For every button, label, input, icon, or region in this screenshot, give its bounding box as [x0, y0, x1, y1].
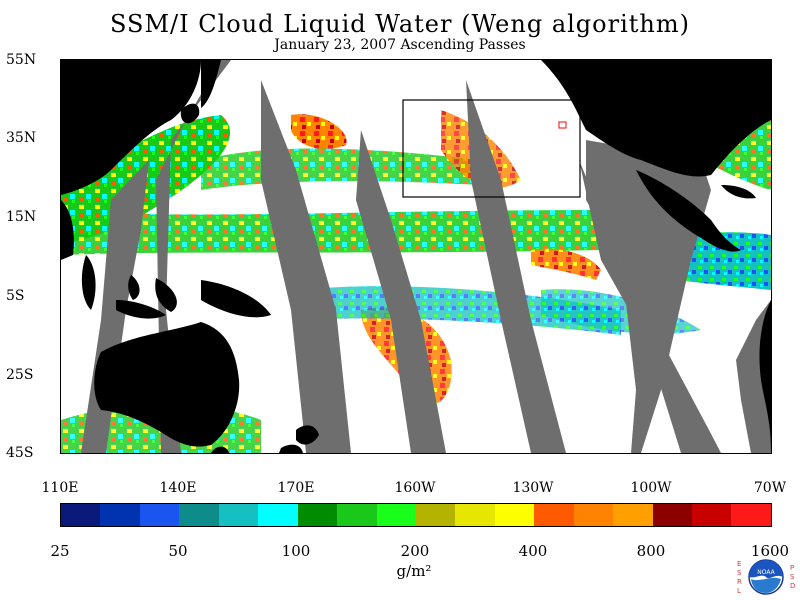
colorbar-tick-label: 200: [400, 542, 430, 560]
land-masses: [61, 60, 771, 453]
lon-label-130w: 130W: [512, 480, 554, 496]
lon-label-70w: 70W: [753, 480, 787, 496]
colorbar-segment: [218, 504, 259, 526]
colorbar-segment: [376, 504, 416, 526]
lon-label-110e: 110E: [41, 480, 79, 496]
colorbar-segment: [652, 504, 692, 526]
colorbar-segment: [613, 504, 653, 526]
map-subtitle: January 23, 2007 Ascending Passes: [274, 37, 526, 53]
colorbar-segment: [297, 504, 338, 526]
colorbar: [60, 503, 772, 527]
lat-label-5s: 5S: [6, 288, 25, 304]
colorbar-tick-label: 400: [518, 542, 548, 560]
colorbar-tick-label: 1600: [750, 542, 790, 560]
lat-label-35n: 35N: [6, 130, 37, 146]
logo-letter-e: E: [737, 560, 741, 568]
lon-label-140e: 140E: [159, 480, 197, 496]
small-marker: [558, 121, 567, 129]
lat-label-55n: 55N: [6, 52, 37, 68]
noaa-logo: E S R L P S D NOAA: [737, 559, 795, 595]
colorbar-segment: [258, 504, 298, 526]
logo-center-text: NOAA: [757, 569, 775, 576]
colorbar-segment: [534, 504, 574, 526]
lon-label-160w: 160W: [394, 480, 436, 496]
logo-letter-l: L: [737, 587, 741, 595]
colorbar-segment: [731, 504, 771, 526]
map-panel: [60, 59, 772, 454]
colorbar-segment: [139, 504, 180, 526]
colorbar-segment: [337, 504, 377, 526]
logo-letter-s2: S: [790, 573, 795, 581]
colorbar-segment: [179, 504, 219, 526]
colorbar-segment: [415, 504, 456, 526]
colorbar-segment: [573, 504, 614, 526]
logo-letter-r: R: [737, 578, 742, 586]
units-label: g/m²: [396, 562, 432, 580]
colorbar-tick-label: 50: [168, 542, 188, 560]
colorbar-segment: [692, 504, 732, 526]
lat-label-15n: 15N: [6, 209, 37, 225]
colorbar-segment: [61, 504, 101, 526]
map-svg: [61, 60, 771, 453]
colorbar-segment: [455, 504, 495, 526]
logo-letter-p: P: [790, 564, 794, 572]
lat-label-45s: 45S: [6, 445, 34, 461]
colorbar-tick-label: 100: [281, 542, 311, 560]
colorbar-tick-label: 800: [636, 542, 666, 560]
logo-letter-s: S: [737, 569, 742, 577]
colorbar-segment: [100, 504, 140, 526]
colorbar-segment: [494, 504, 535, 526]
region-box: [402, 99, 581, 198]
lat-label-25s: 25S: [6, 367, 34, 383]
lon-label-100w: 100W: [630, 480, 672, 496]
colorbar-tick-label: 25: [50, 542, 70, 560]
logo-letter-d: D: [790, 582, 795, 590]
map-title: SSM/I Cloud Liquid Water (Weng algorithm…: [109, 10, 690, 38]
lon-label-170e: 170E: [277, 480, 315, 496]
